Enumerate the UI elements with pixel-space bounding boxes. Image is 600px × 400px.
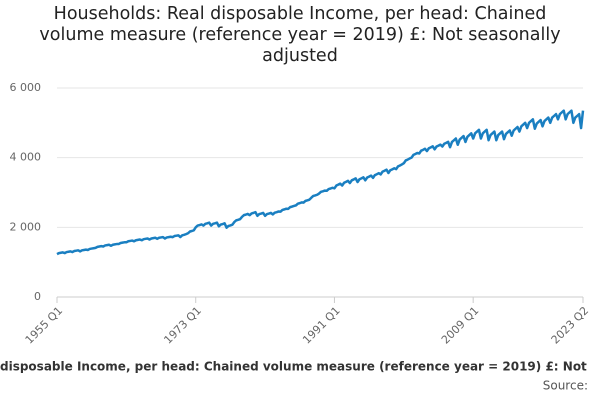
line [56, 109, 585, 256]
chart-title: Households: Real disposable Income, per … [39, 4, 561, 66]
x-tick-label: 1955 Q1 [23, 304, 66, 347]
x-tick-label: 1991 Q1 [300, 304, 343, 347]
x-tick-label: 2023 Q2 [549, 304, 592, 347]
y-tick-label: 2 000 [10, 220, 42, 233]
x-tick-label: 2009 Q1 [439, 304, 482, 347]
y-tick-label: 0 [34, 290, 41, 303]
y-tick-label: 6 000 [10, 81, 42, 94]
footer: disposable Income, per head: Chained vol… [0, 360, 587, 374]
source: Source: [543, 379, 588, 393]
y-tick-label: 4 000 [10, 151, 42, 164]
x-tick-label: 1973 Q1 [161, 304, 204, 347]
